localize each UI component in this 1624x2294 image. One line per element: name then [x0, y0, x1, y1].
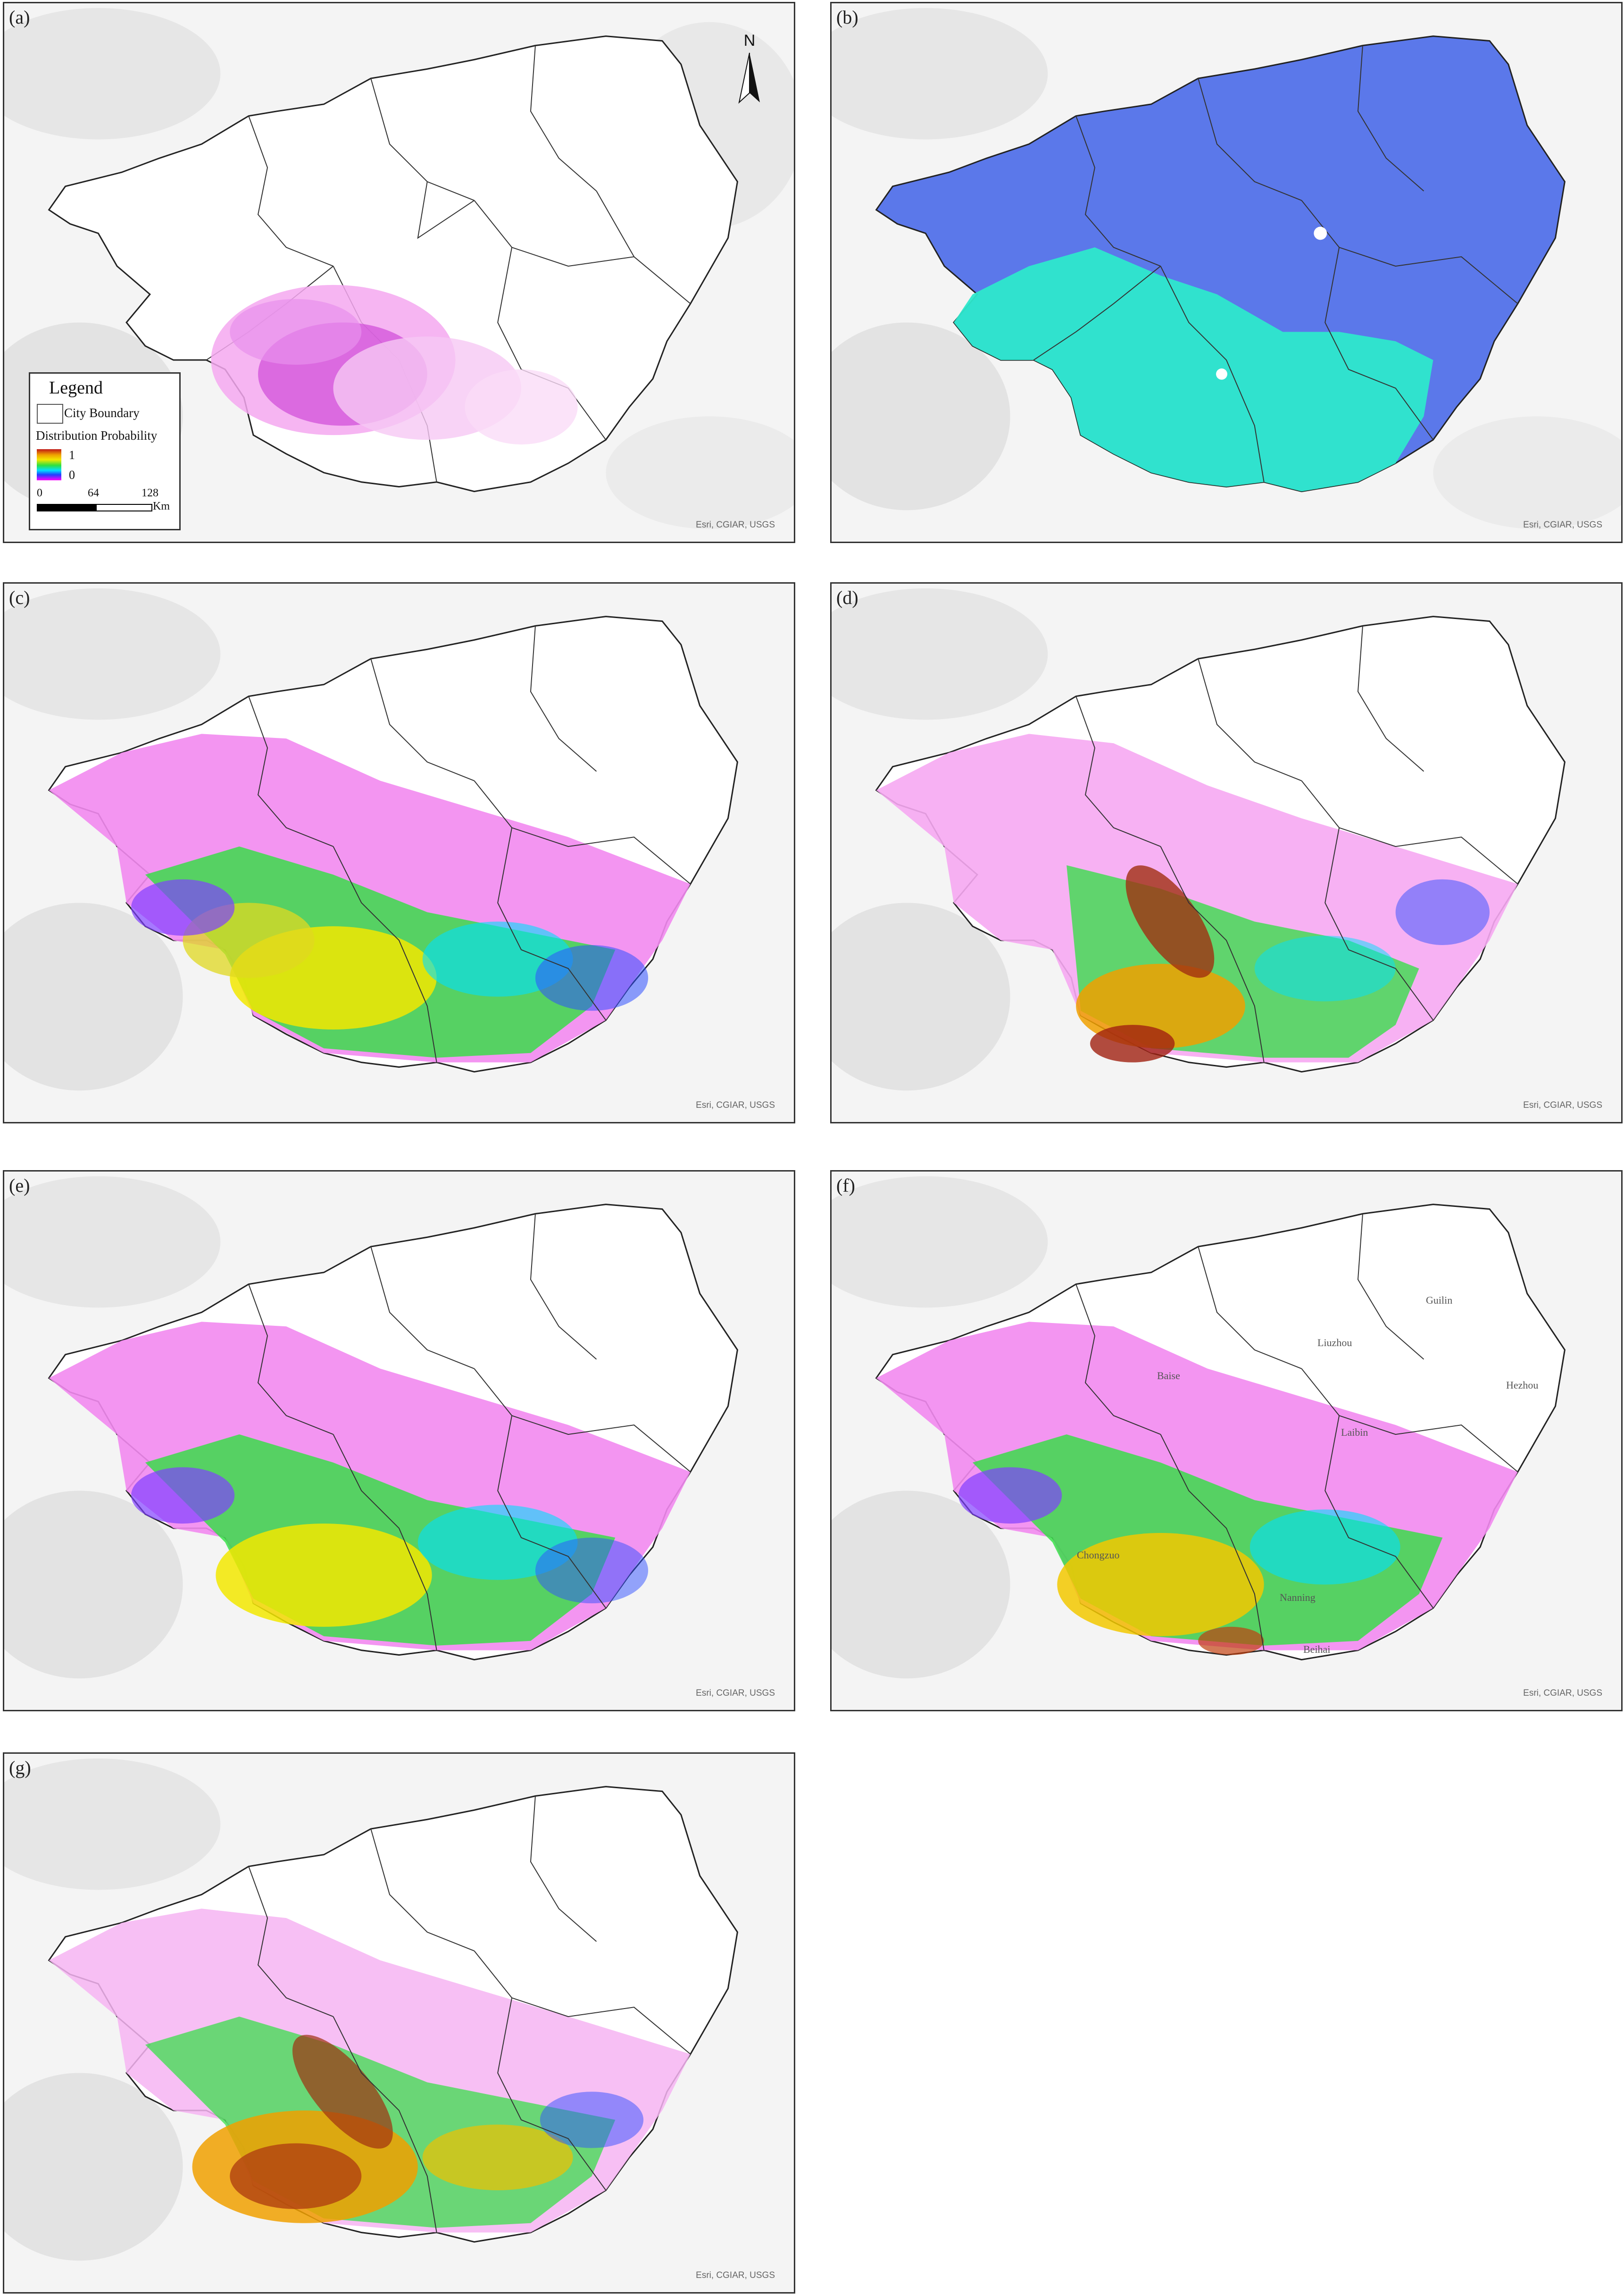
probability-patches-a: [211, 285, 578, 445]
scale-segment-dark: [37, 504, 96, 511]
scale-tick-0: 0: [37, 487, 42, 499]
region-outline: [48, 35, 739, 493]
panel-label: (a): [9, 7, 30, 28]
scale-unit: Km: [153, 500, 170, 512]
south-cyan-zone: [954, 247, 1433, 492]
map-canvas-b: [832, 3, 1621, 542]
map-canvas-d: [832, 584, 1621, 1122]
scale-tick-128: 128: [142, 487, 158, 499]
basemap-credit: Esri, CGIAR, USGS: [696, 1688, 775, 1698]
city-label-chongzuo: Chongzuo: [1077, 1549, 1120, 1561]
map-panel-a: (a) Esri, CGIAR, USGS N Legend City Boun…: [3, 2, 795, 543]
city-label-liuzhou: Liuzhou: [1317, 1337, 1352, 1348]
color-ramp: [37, 449, 61, 480]
distribution-probability-title: Distribution Probability: [36, 428, 158, 443]
probability-surface-d: [876, 734, 1518, 1063]
panel-label: (c): [9, 587, 30, 608]
city-label-guilin: Guilin: [1426, 1294, 1453, 1306]
panel-label: (e): [9, 1175, 30, 1196]
city-boundary-label: City Boundary: [64, 406, 140, 420]
ramp-low-label: 0: [69, 468, 75, 482]
probability-surface-e: [49, 1322, 691, 1650]
map-canvas-f: [832, 1172, 1621, 1710]
basemap-credit: Esri, CGIAR, USGS: [1523, 1688, 1602, 1698]
probability-surface-g: [49, 1909, 691, 2233]
map-panel-e: (e) Esri, CGIAR, USGS: [3, 1170, 795, 1711]
map-panel-d: (d) Esri, CGIAR, USGS: [830, 582, 1623, 1123]
city-label-laibin: Laibin: [1341, 1426, 1368, 1438]
scale-bar: 0 64 128 Km: [37, 487, 174, 525]
north-arrow-icon: [738, 52, 760, 104]
city-label-hezhou: Hezhou: [1506, 1379, 1539, 1391]
ramp-high-label: 1: [69, 448, 75, 462]
basemap-credit: Esri, CGIAR, USGS: [1523, 520, 1602, 530]
basemap-credit: Esri, CGIAR, USGS: [696, 1100, 775, 1110]
north-letter: N: [743, 32, 756, 50]
city-label-nanning: Nanning: [1280, 1591, 1316, 1603]
scale-tick-64: 64: [88, 487, 99, 499]
map-canvas-c: [4, 584, 794, 1122]
legend-title: Legend: [49, 378, 103, 398]
city-boundary-swatch: [37, 404, 63, 424]
probability-surface-f: [876, 1322, 1518, 1655]
basemap-credit: Esri, CGIAR, USGS: [1523, 1100, 1602, 1110]
panel-label: (g): [9, 1757, 31, 1778]
basemap-credit: Esri, CGIAR, USGS: [696, 2270, 775, 2280]
scale-segment-light: [96, 504, 152, 511]
map-panel-c: (c) Esri, CGIAR, USGS: [3, 582, 795, 1123]
map-legend: Legend City Boundary Distribution Probab…: [29, 372, 181, 530]
probability-surface-c: [49, 734, 691, 1063]
panel-label: (d): [836, 587, 858, 608]
map-panel-g: (g) Esri, CGIAR, USGS: [3, 1752, 795, 2294]
map-panel-f: (f) Esri, CGIAR, USGS Baise Liuzhou Guil…: [830, 1170, 1623, 1711]
basemap-credit: Esri, CGIAR, USGS: [696, 520, 775, 530]
map-canvas-g: [4, 1754, 794, 2292]
city-label-baise: Baise: [1157, 1370, 1180, 1381]
map-canvas-e: [4, 1172, 794, 1710]
north-arrow: N: [731, 32, 768, 112]
panel-label: (f): [836, 1175, 855, 1196]
panel-label: (b): [836, 7, 858, 28]
map-panel-b: (b) Esri, CGIAR, USGS: [830, 2, 1623, 543]
city-label-beihai: Beihai: [1303, 1643, 1331, 1655]
